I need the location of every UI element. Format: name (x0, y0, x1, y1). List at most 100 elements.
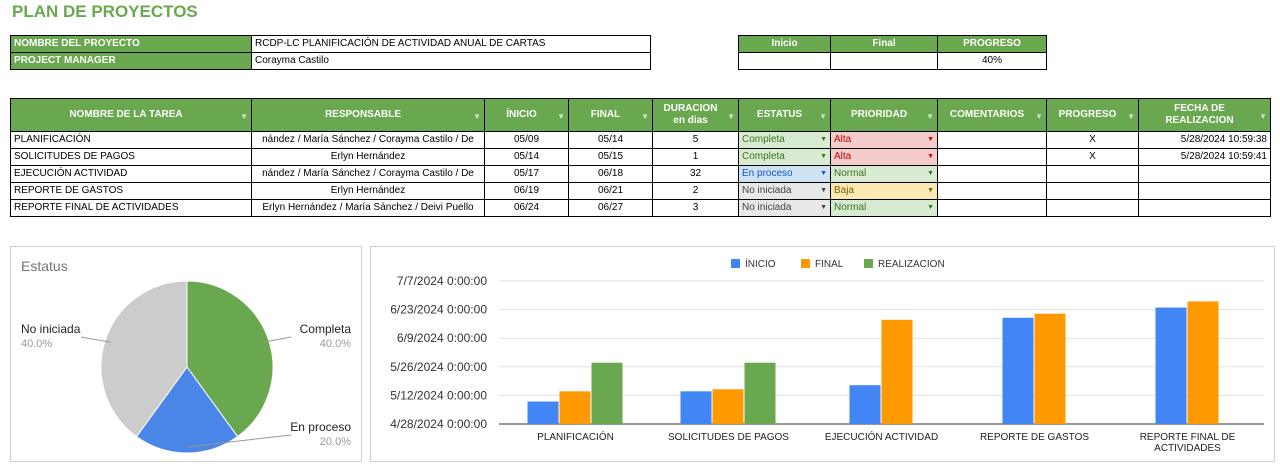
priority-dropdown[interactable]: Alta ▼ (830, 148, 938, 166)
status-dropdown[interactable]: No iniciada ▼ (738, 182, 831, 200)
fecha-realizacion-cell[interactable]: 5/28/2024 10:59:38 (1138, 131, 1271, 149)
filter-icon[interactable]: ▼ (1035, 112, 1043, 121)
inicio-cell[interactable]: 06/19 (484, 182, 569, 200)
dropdown-arrow-icon[interactable]: ▼ (820, 153, 827, 160)
status-dropdown[interactable]: En proceso ▼ (738, 165, 831, 183)
comment-cell[interactable] (937, 131, 1047, 149)
filter-icon[interactable]: ▼ (1127, 112, 1135, 121)
responsable-cell[interactable]: Erlyn Hernández (251, 148, 485, 166)
responsable-cell[interactable]: nández / María Sánchez / Corayma Castilo… (251, 165, 485, 183)
final-cell[interactable]: 06/21 (568, 182, 653, 200)
priority-dropdown[interactable]: Alta ▼ (830, 131, 938, 149)
dropdown-arrow-icon[interactable]: ▼ (927, 153, 934, 160)
project-name-value[interactable]: RCDP-LC PLANIFICACIÓN DE ACTIVIDAD ANUAL… (251, 35, 651, 53)
dropdown-arrow-icon[interactable]: ▼ (927, 187, 934, 194)
duracion-cell[interactable]: 5 (652, 131, 739, 149)
duracion-cell[interactable]: 1 (652, 148, 739, 166)
status-dropdown[interactable]: No iniciada ▼ (738, 199, 831, 217)
filter-icon[interactable]: ▼ (819, 112, 827, 121)
responsable-cell[interactable]: nández / María Sánchez / Corayma Castilo… (251, 131, 485, 149)
fecha-realizacion-cell[interactable] (1138, 199, 1271, 217)
filter-icon[interactable]: ▼ (240, 112, 248, 121)
priority-dropdown[interactable]: Normal ▼ (830, 165, 938, 183)
filter-icon[interactable]: ▼ (557, 112, 565, 121)
legend-label[interactable]: ÍNICIO (745, 257, 776, 270)
bar[interactable] (849, 385, 881, 424)
inicio-cell[interactable]: 06/24 (484, 199, 569, 217)
pie-slice[interactable] (135, 366, 239, 454)
task-name-cell[interactable]: REPORTE DE GASTOS (10, 182, 252, 200)
header-final[interactable]: FINAL ▼ (568, 98, 653, 132)
header-prioridad[interactable]: PRIORIDAD ▼ (830, 98, 938, 132)
filter-icon[interactable]: ▼ (473, 112, 481, 121)
bar[interactable] (1034, 313, 1066, 424)
dropdown-arrow-icon[interactable]: ▼ (820, 136, 827, 143)
header-comentarios[interactable]: COMENTARIOS ▼ (937, 98, 1047, 132)
priority-dropdown[interactable]: Normal ▼ (830, 199, 938, 217)
final-cell[interactable]: 05/14 (568, 131, 653, 149)
comment-cell[interactable] (937, 165, 1047, 183)
pie-slice[interactable] (186, 280, 274, 438)
fecha-realizacion-cell[interactable] (1138, 182, 1271, 200)
summary-inicio-value[interactable] (738, 52, 831, 70)
bar[interactable] (1187, 301, 1219, 424)
dropdown-arrow-icon[interactable]: ▼ (820, 204, 827, 211)
bar[interactable] (881, 319, 913, 424)
final-cell[interactable]: 05/15 (568, 148, 653, 166)
header-task-name[interactable]: NOMBRE DE LA TAREA ▼ (10, 98, 252, 132)
progress-cell[interactable] (1046, 165, 1139, 183)
responsable-cell[interactable]: Erlyn Hernández / María Sánchez / Deivi … (251, 199, 485, 217)
inicio-cell[interactable]: 05/17 (484, 165, 569, 183)
status-dropdown[interactable]: Completa ▼ (738, 131, 831, 149)
dropdown-arrow-icon[interactable]: ▼ (927, 170, 934, 177)
final-cell[interactable]: 06/18 (568, 165, 653, 183)
final-cell[interactable]: 06/27 (568, 199, 653, 217)
bar[interactable] (559, 391, 591, 424)
priority-dropdown[interactable]: Baja ▼ (830, 182, 938, 200)
dropdown-arrow-icon[interactable]: ▼ (820, 170, 827, 177)
filter-icon[interactable]: ▼ (727, 112, 735, 121)
header-progreso[interactable]: PROGRESO ▼ (1046, 98, 1139, 132)
filter-icon[interactable]: ▼ (926, 112, 934, 121)
legend-label[interactable]: FINAL (815, 259, 844, 270)
filter-icon[interactable]: ▼ (1259, 112, 1267, 121)
fecha-realizacion-cell[interactable] (1138, 165, 1271, 183)
bar[interactable] (527, 401, 559, 424)
duracion-cell[interactable]: 3 (652, 199, 739, 217)
fecha-realizacion-cell[interactable]: 5/28/2024 10:59:41 (1138, 148, 1271, 166)
inicio-cell[interactable]: 05/09 (484, 131, 569, 149)
responsable-cell[interactable]: Erlyn Hernández (251, 182, 485, 200)
summary-progreso-value[interactable]: 40% (937, 52, 1047, 70)
header-responsable[interactable]: RESPONSABLE ▼ (251, 98, 485, 132)
bar[interactable] (1155, 307, 1187, 424)
legend-label[interactable]: REALIZACION (878, 259, 945, 270)
dates-bar-chart[interactable]: ÍNICIO FINAL REALIZACION 7/7/2024 0:00:00 6… (370, 246, 1275, 462)
inicio-cell[interactable]: 05/14 (484, 148, 569, 166)
progress-cell[interactable] (1046, 182, 1139, 200)
progress-cell[interactable]: X (1046, 148, 1139, 166)
task-name-cell[interactable]: REPORTE FINAL DE ACTIVIDADES (10, 199, 252, 217)
header-duracion[interactable]: DURACION en dias ▼ (652, 98, 739, 132)
duracion-cell[interactable]: 2 (652, 182, 739, 200)
header-estatus[interactable]: ESTATUS ▼ (738, 98, 831, 132)
progress-cell[interactable] (1046, 199, 1139, 217)
bar[interactable] (591, 362, 623, 424)
dropdown-arrow-icon[interactable]: ▼ (820, 187, 827, 194)
comment-cell[interactable] (937, 182, 1047, 200)
bar[interactable] (712, 389, 744, 424)
comment-cell[interactable] (937, 148, 1047, 166)
dropdown-arrow-icon[interactable]: ▼ (927, 136, 934, 143)
bar[interactable] (1002, 317, 1034, 424)
summary-final-value[interactable] (830, 52, 938, 70)
pie-slice[interactable] (100, 280, 188, 438)
bar[interactable] (744, 362, 776, 424)
duracion-cell[interactable]: 32 (652, 165, 739, 183)
task-name-cell[interactable]: EJECUCIÓN ACTIVIDAD (10, 165, 252, 183)
header-inicio[interactable]: ÍNICIO ▼ (484, 98, 569, 132)
task-name-cell[interactable]: PLANIFICACIÓN (10, 131, 252, 149)
dropdown-arrow-icon[interactable]: ▼ (927, 204, 934, 211)
filter-icon[interactable]: ▼ (641, 112, 649, 121)
header-fecha-realizacion[interactable]: FECHA DE REALIZACION ▼ (1138, 98, 1271, 132)
task-name-cell[interactable]: SOLICITUDES DE PAGOS (10, 148, 252, 166)
status-dropdown[interactable]: Completa ▼ (738, 148, 831, 166)
